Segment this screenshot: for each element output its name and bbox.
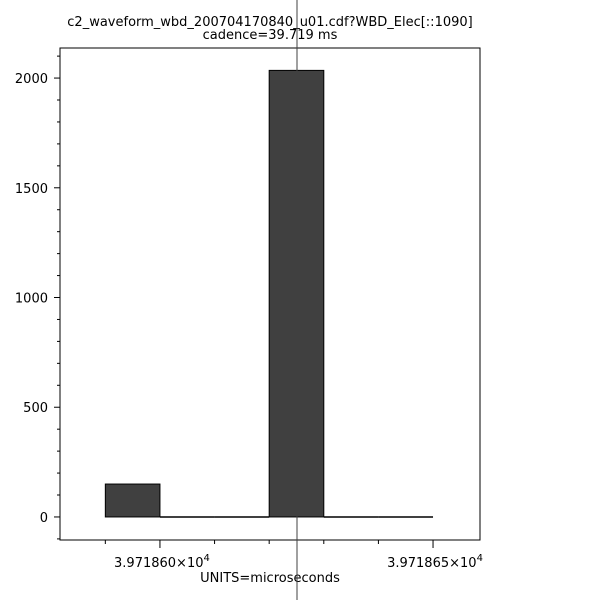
chart-title: c2_waveform_wbd_200704170840_u01.cdf?WBD…	[67, 15, 472, 30]
histogram-bar	[104, 483, 161, 518]
y-tick-label: 500	[23, 401, 48, 416]
x-axis-label: UNITS=microseconds	[200, 571, 340, 586]
histogram-bar	[268, 69, 325, 518]
y-tick-label: 0	[40, 511, 48, 526]
chart-subtitle: cadence=39.719 ms	[203, 28, 338, 43]
x-tick-label: 3.971860×104	[114, 553, 210, 571]
plot-frame	[59, 47, 481, 541]
x-tick-label: 3.971865×104	[387, 553, 483, 571]
y-tick-label: 2000	[15, 72, 48, 87]
y-tick-label: 1500	[15, 182, 48, 197]
y-tick-label: 1000	[15, 292, 48, 307]
